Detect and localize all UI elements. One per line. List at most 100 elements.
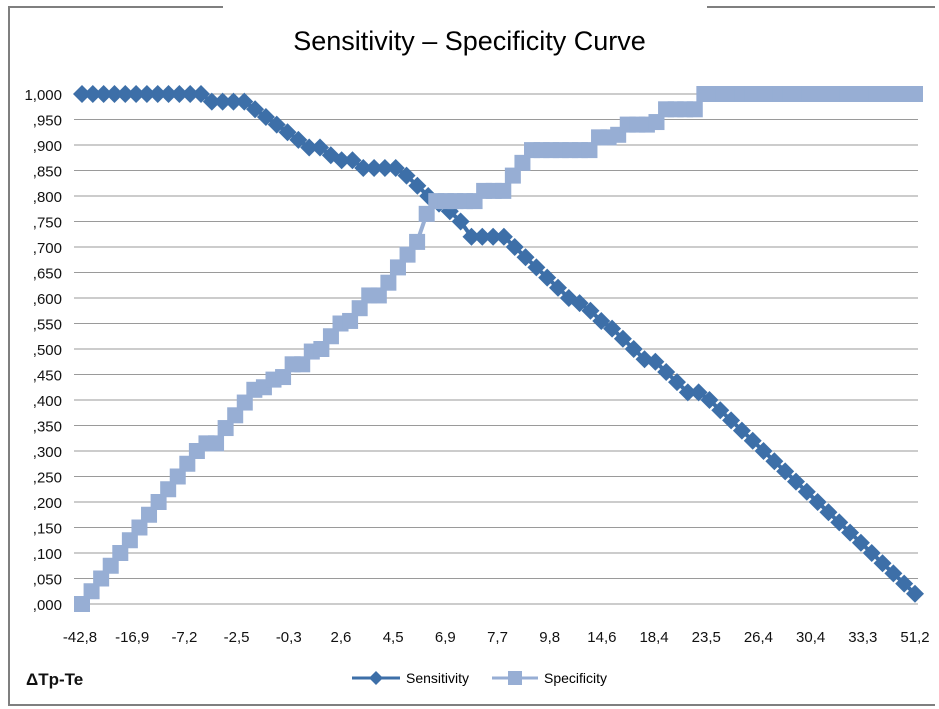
data-point-specificity [150,494,167,510]
data-point-sensitivity [732,421,751,440]
x-tick-label: 51,2 [900,629,929,646]
data-point-specificity [227,407,244,424]
data-point-sensitivity [678,383,697,402]
x-tick-label: -16,9 [115,629,149,646]
data-point-sensitivity [105,85,124,103]
data-point-specificity [389,259,406,276]
data-point-sensitivity [224,92,243,111]
legend-label-specificity: Specificity [544,670,608,686]
data-point-sensitivity [73,85,91,103]
series-line-sensitivity [82,92,917,596]
data-point-sensitivity [332,151,351,170]
data-point-sensitivity [256,107,275,126]
data-point-sensitivity [473,227,492,246]
data-point-sensitivity [895,574,914,593]
data-point-sensitivity [689,383,708,402]
data-point-specificity [907,86,923,102]
series-layer [73,85,924,612]
data-point-sensitivity [765,452,784,471]
data-point-specificity [208,435,225,452]
data-point-sensitivity [462,227,481,246]
series-sensitivity [73,85,924,603]
y-tick-label: ,000 [33,597,62,614]
data-point-sensitivity [527,258,546,277]
data-point-sensitivity [516,248,535,267]
data-point-specificity [102,557,119,574]
data-point-sensitivity [700,391,719,409]
x-tick-labels: -42,8 -16,9 -7,2 -2,5 -0,3 2,6 4,5 6,9 7,7 9,8 14,… [63,629,930,646]
data-point-specificity [131,519,148,536]
data-point-sensitivity [137,85,156,103]
data-point-sensitivity [624,340,643,358]
data-point-specificity [93,570,110,587]
y-tick-label: ,400 [33,393,62,410]
y-tick-label: ,700 [33,240,62,257]
frame-border-top-right [707,6,935,8]
data-point-sensitivity [83,85,102,103]
data-point-sensitivity [581,301,600,320]
data-point-sensitivity [148,85,167,103]
y-tick-label: ,350 [33,419,62,436]
data-point-sensitivity [311,138,329,157]
data-point-sensitivity [192,85,210,103]
y-tick-label: ,450 [33,368,62,385]
y-tick-label: ,500 [33,342,62,359]
y-tick-label: ,800 [33,189,62,206]
y-tick-label: ,750 [33,215,62,232]
data-point-specificity [418,205,435,222]
x-tick-label: 9,8 [539,629,560,646]
data-point-sensitivity [884,564,903,583]
legend-marker-specificity [492,671,538,685]
data-point-sensitivity [668,373,686,392]
data-point-specificity [581,142,598,159]
data-point-specificity [160,481,177,498]
data-point-sensitivity [797,482,816,501]
data-point-sensitivity [375,158,394,177]
y-tick-label: ,600 [33,291,62,308]
data-point-sensitivity [873,554,892,573]
y-tick-label: ,950 [33,113,62,130]
y-tick-label: 1,000 [24,87,62,104]
y-tick-label: ,300 [33,444,62,461]
data-point-sensitivity [570,294,589,313]
data-point-sensitivity [386,158,405,177]
data-point-sensitivity [159,85,178,103]
data-point-sensitivity [170,85,189,103]
data-point-sensitivity [494,227,513,246]
data-point-specificity [112,545,129,561]
x-tick-label: 33,3 [848,629,877,646]
data-point-specificity [342,312,359,329]
data-point-sensitivity [354,158,373,177]
data-point-sensitivity [127,85,146,103]
data-point-sensitivity [289,130,308,149]
data-point-specificity [169,468,186,485]
data-point-specificity [217,420,234,437]
data-point-sensitivity [851,533,870,552]
data-point-sensitivity [484,227,503,246]
x-tick-label: 7,7 [487,629,508,646]
x-tick-label: 26,4 [744,629,773,646]
data-point-specificity [399,246,416,263]
data-point-sensitivity [300,138,319,157]
y-tick-label: ,650 [33,266,62,283]
data-point-sensitivity [202,92,221,111]
chart-title: Sensitivity – Specificity Curve [293,26,646,56]
data-point-sensitivity [408,176,427,195]
data-point-specificity [275,369,292,386]
data-point-sensitivity [267,115,286,134]
x-tick-label: -7,2 [171,629,197,646]
data-point-sensitivity [451,212,470,231]
data-point-sensitivity [538,268,557,287]
legend-item-specificity: Specificity [492,670,607,686]
x-tick-label: 23,5 [692,629,721,646]
data-point-sensitivity [116,85,135,103]
data-point-specificity [74,596,90,612]
data-point-specificity [236,394,253,411]
y-tick-labels: ,000 ,050 ,100 ,150 ,200 ,250 ,300 ,350 ,400 ,450… [24,87,62,614]
data-point-sensitivity [603,319,622,338]
frame-border-left [8,6,10,704]
data-point-sensitivity [830,513,849,532]
gridlines [74,93,918,605]
x-tick-label: 2,6 [331,629,352,646]
data-point-sensitivity [819,503,838,522]
